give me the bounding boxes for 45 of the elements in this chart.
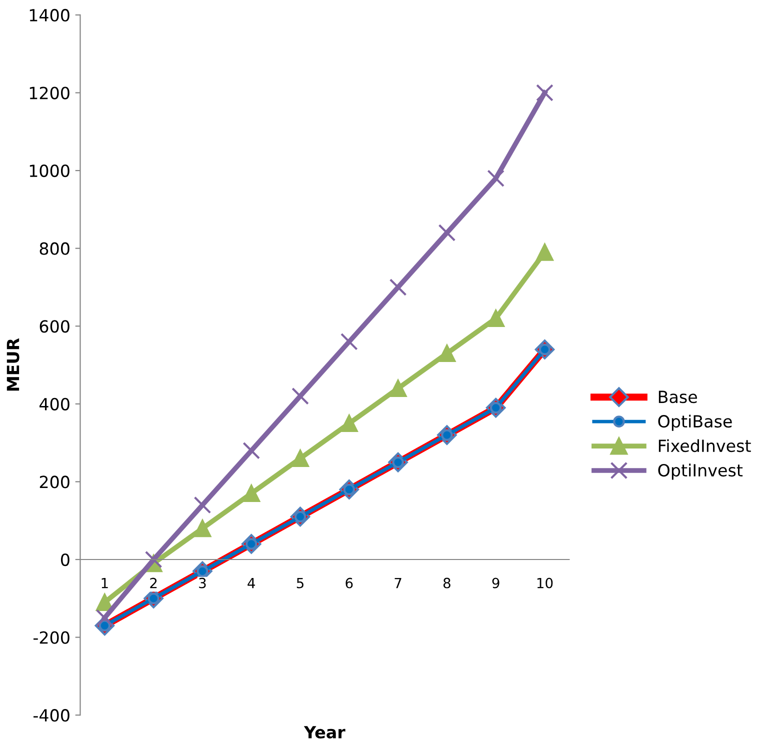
y-tick-label: 1000 xyxy=(30,164,70,178)
y-tick-label: 800 xyxy=(40,242,70,255)
x-tick-label: 6 xyxy=(346,578,353,588)
point xyxy=(242,484,260,502)
point xyxy=(242,442,260,460)
y-tick-label: 1400 xyxy=(30,8,70,22)
y-axis-title: MEUR xyxy=(6,338,20,391)
legend-label: OptiInvest xyxy=(658,464,743,480)
point xyxy=(96,594,114,611)
y-tick-label: 0 xyxy=(60,553,70,566)
y-tick-label: 1200 xyxy=(30,86,70,100)
point xyxy=(194,520,212,538)
point xyxy=(536,84,554,102)
point xyxy=(487,310,505,328)
legend-label: OptiBase xyxy=(658,414,732,431)
legend-label: FixedInvest xyxy=(658,439,751,452)
x-axis-title: Year xyxy=(304,726,346,738)
point xyxy=(96,609,114,627)
point xyxy=(340,333,358,350)
x-tick-label: 3 xyxy=(199,578,206,588)
x-tick-label: 4 xyxy=(248,578,255,588)
y-tick-label: -400 xyxy=(33,709,70,722)
y-tick-label: -200 xyxy=(33,631,70,644)
x-tick-label: 1 xyxy=(102,578,108,588)
point xyxy=(292,450,309,468)
x-tick-label: 9 xyxy=(492,578,500,588)
x-tick-label: 8 xyxy=(443,578,450,588)
point xyxy=(292,387,309,405)
point xyxy=(438,344,456,362)
point xyxy=(487,170,505,188)
y-tick-label: 400 xyxy=(40,398,70,410)
x-tick-label: 10 xyxy=(537,578,553,588)
point xyxy=(144,550,162,568)
y-tick-label: 200 xyxy=(40,476,70,488)
x-tick-label: 7 xyxy=(394,578,402,588)
point xyxy=(438,224,456,242)
y-tick-label: 600 xyxy=(40,320,70,333)
point xyxy=(389,380,407,398)
point xyxy=(340,414,358,432)
point xyxy=(194,496,212,514)
legend-label: Base xyxy=(658,390,697,404)
point xyxy=(536,244,554,261)
point xyxy=(389,278,407,296)
x-tick-label: 5 xyxy=(296,578,304,588)
x-tick-label: 2 xyxy=(150,578,157,588)
